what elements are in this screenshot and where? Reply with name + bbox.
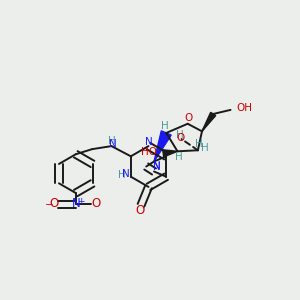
Text: N: N	[153, 161, 161, 171]
Text: H: H	[176, 130, 184, 140]
Text: N: N	[153, 162, 161, 172]
Text: H: H	[161, 121, 169, 131]
Text: H: H	[175, 152, 183, 162]
Text: N: N	[109, 139, 117, 149]
Text: N: N	[122, 169, 130, 179]
Text: O: O	[49, 197, 58, 210]
Text: H: H	[108, 136, 116, 146]
Text: HO: HO	[141, 147, 157, 158]
Text: O: O	[91, 197, 101, 210]
Polygon shape	[163, 150, 178, 157]
Text: H: H	[118, 170, 126, 180]
Text: H: H	[195, 139, 203, 149]
Text: +: +	[77, 197, 85, 206]
Text: N: N	[145, 136, 153, 147]
Text: O: O	[135, 204, 144, 217]
Text: O: O	[184, 113, 192, 123]
Polygon shape	[202, 112, 216, 131]
Polygon shape	[154, 131, 171, 161]
Text: H: H	[201, 143, 208, 153]
Text: −: −	[45, 200, 54, 210]
Text: O: O	[177, 133, 185, 143]
Text: N: N	[72, 197, 81, 210]
Text: OH: OH	[236, 103, 253, 113]
